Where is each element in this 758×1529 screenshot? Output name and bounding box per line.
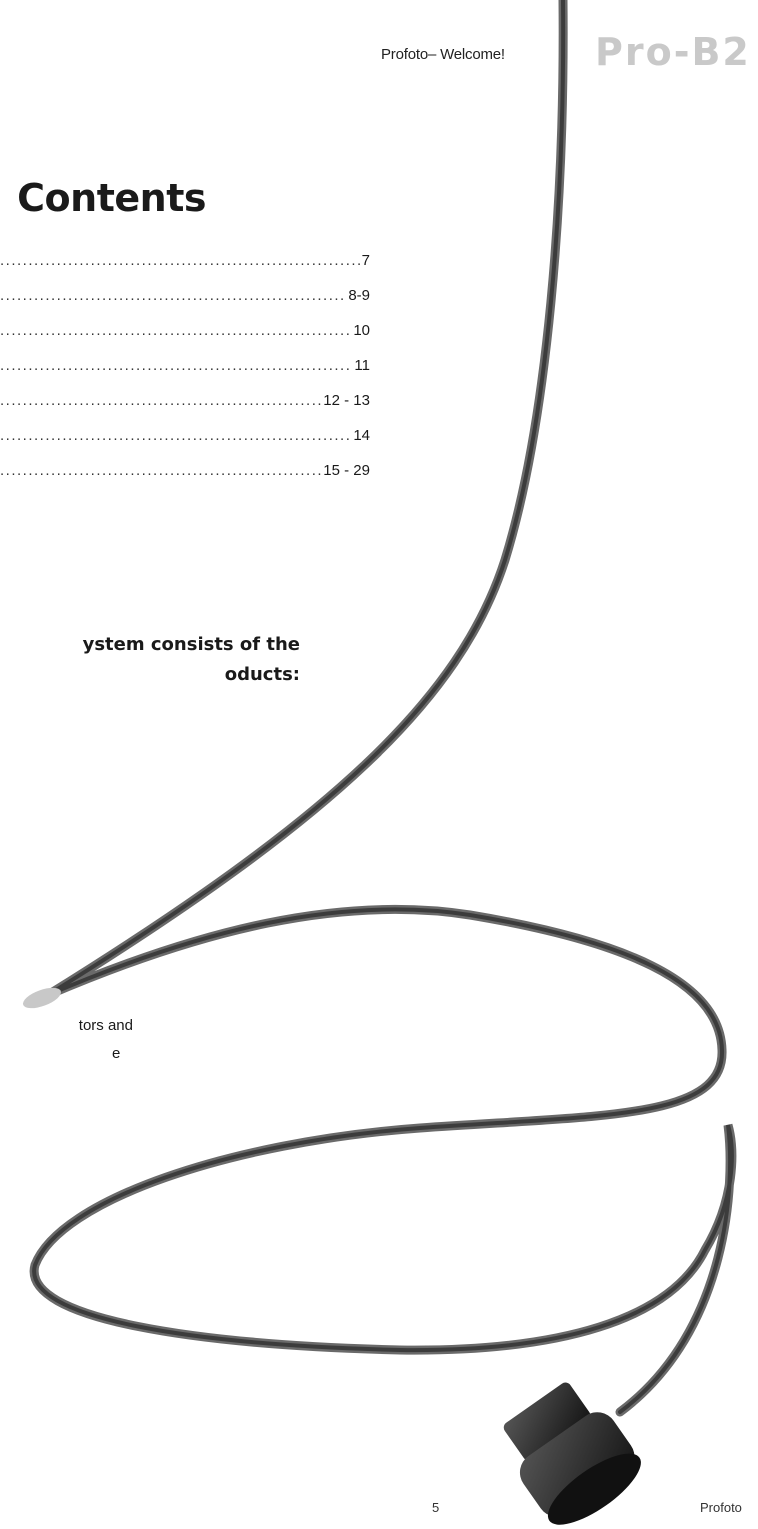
leader-dots: ........................................… [0, 322, 352, 339]
leader-dots: ........................................… [0, 392, 322, 409]
page-title: Contents [17, 176, 206, 220]
accessory-text-line: e [112, 1045, 121, 1062]
toc-page-number: 8-9 [348, 287, 370, 304]
system-heading-line: oducts: [224, 664, 300, 685]
accessory-text: tors and e [0, 1012, 133, 1068]
system-heading-line: ystem consists of the [82, 634, 300, 655]
toc-entry[interactable]: ........................................… [0, 357, 370, 392]
toc-entry[interactable]: ........................................… [0, 287, 370, 322]
toc-page-number: 10 [353, 322, 370, 339]
toc-entry[interactable]: ........................................… [0, 462, 370, 497]
section-header: Profoto– Welcome! [381, 46, 505, 63]
leader-dots: ........................................… [0, 252, 360, 269]
toc-entry[interactable]: ........................................… [0, 322, 370, 357]
toc-entry[interactable]: ........................................… [0, 392, 370, 427]
toc-page-number: 7 [361, 252, 370, 269]
system-heading: ystem consists of the oducts: [0, 630, 300, 690]
leader-dots: ........................................… [0, 287, 346, 304]
toc-page-number: 12 - 13 [323, 392, 370, 409]
connector-plug-icon [503, 1382, 641, 1525]
toc-entry[interactable]: ........................................… [0, 427, 370, 462]
table-of-contents: ........................................… [0, 252, 370, 497]
toc-page-number: 14 [353, 427, 370, 444]
page-number: 5 [432, 1500, 440, 1515]
product-logo: Pro-B2 [595, 30, 751, 74]
footer-brand: Profoto [700, 1500, 742, 1515]
leader-dots: ........................................… [0, 357, 353, 374]
leader-dots: ........................................… [0, 462, 322, 479]
leader-dots: ........................................… [0, 427, 352, 444]
toc-page-number: 11 [354, 357, 370, 374]
toc-page-number: 15 - 29 [323, 462, 370, 479]
accessory-text-line: tors and [78, 1017, 133, 1034]
toc-entry[interactable]: ........................................… [0, 252, 370, 287]
